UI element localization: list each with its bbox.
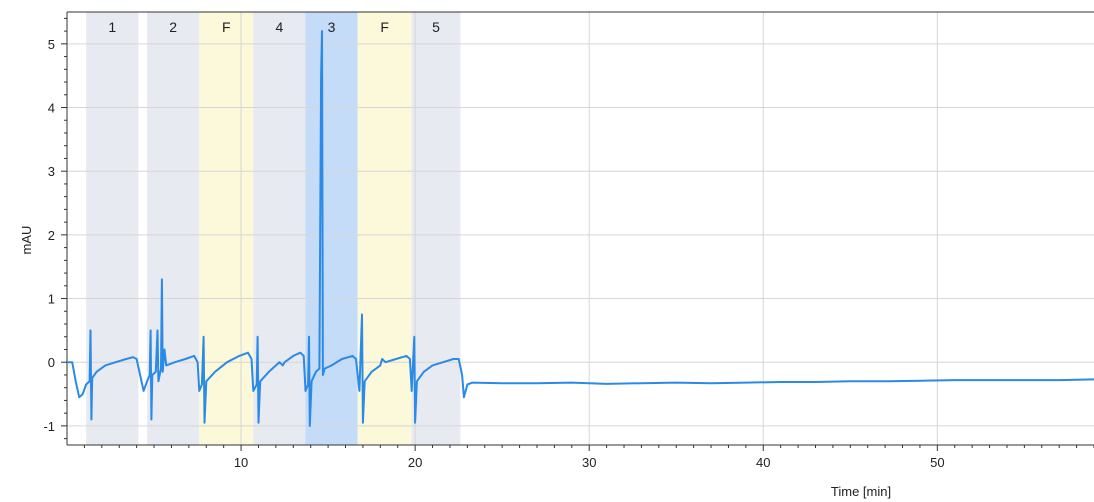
labels-layer: mAU Time [min] [19, 226, 891, 499]
y-tick-label: 4 [48, 101, 55, 116]
region-label: F [222, 19, 231, 35]
region-band [147, 12, 200, 445]
region-band [253, 12, 306, 445]
region-label: F [380, 19, 389, 35]
region-band [411, 12, 461, 445]
y-tick-label: 1 [48, 292, 55, 307]
x-tick-label: 40 [756, 455, 770, 470]
x-tick-label: 20 [408, 455, 422, 470]
region-label: 1 [108, 19, 116, 35]
region-label: 5 [432, 19, 440, 35]
ticks-layer: -1 0 1 2 3 4 5 10 20 30 40 50 [43, 17, 1094, 470]
region-label: 2 [169, 19, 177, 35]
x-tick-label: 50 [930, 455, 944, 470]
y-tick-label: 2 [48, 228, 55, 243]
x-tick-label: 10 [234, 455, 248, 470]
y-tick-label: 0 [48, 355, 55, 370]
region-band [305, 12, 358, 445]
region-band [357, 12, 412, 445]
region-label: 3 [328, 19, 336, 35]
region-band [199, 12, 254, 445]
trace-layer [67, 30, 1094, 427]
y-tick-label: -1 [43, 419, 55, 434]
y-axis-title: mAU [19, 226, 34, 255]
y-tick-label: 5 [48, 37, 55, 52]
x-tick-label: 30 [582, 455, 596, 470]
region-band [86, 12, 139, 445]
axes-layer [66, 11, 1094, 446]
series-line [67, 30, 1094, 427]
y-tick-label: 3 [48, 164, 55, 179]
regions-layer: 1 2 F 4 3 F 5 [86, 12, 461, 445]
x-axis-title: Time [min] [831, 484, 891, 499]
region-label: 4 [275, 19, 283, 35]
